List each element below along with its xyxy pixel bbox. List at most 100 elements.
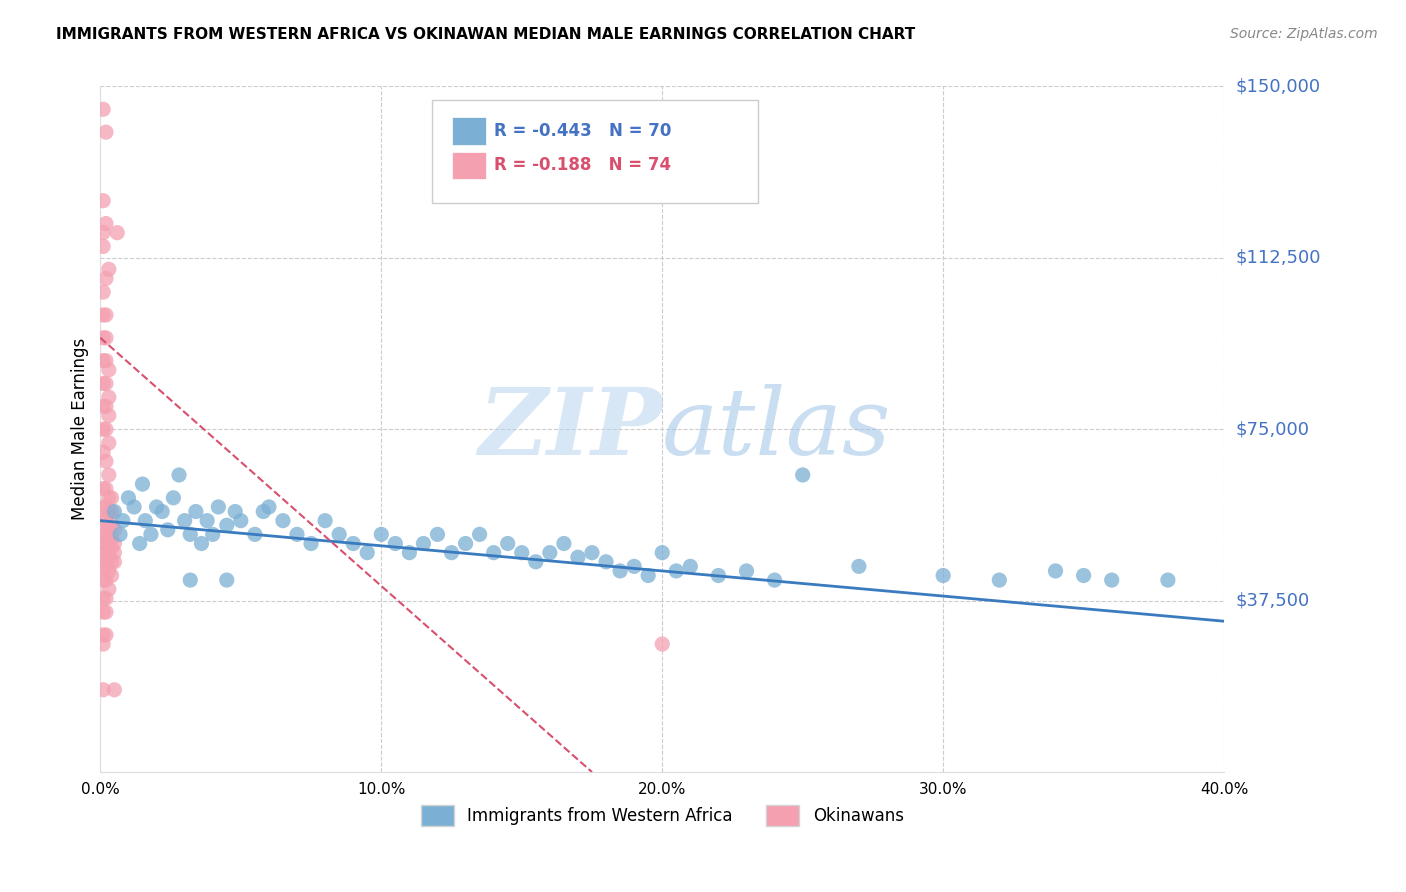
Point — [94, 514, 117, 528]
Point — [108, 527, 131, 541]
Point — [173, 514, 195, 528]
Point — [370, 527, 392, 541]
Text: ZIP: ZIP — [478, 384, 662, 475]
Point — [94, 454, 117, 468]
Point — [1073, 568, 1095, 582]
Point — [139, 527, 162, 541]
Point — [426, 527, 449, 541]
Point — [651, 637, 673, 651]
Point — [524, 555, 547, 569]
Point — [848, 559, 870, 574]
Point — [117, 491, 139, 505]
Point — [94, 591, 117, 606]
Point — [91, 226, 114, 240]
Point — [94, 550, 117, 565]
Point — [679, 559, 702, 574]
Point — [553, 536, 575, 550]
Point — [97, 582, 120, 597]
Point — [91, 285, 114, 299]
Point — [134, 514, 156, 528]
Point — [150, 504, 173, 518]
Point — [97, 491, 120, 505]
Point — [91, 500, 114, 514]
Point — [285, 527, 308, 541]
Legend: Immigrants from Western Africa, Okinawans: Immigrants from Western Africa, Okinawan… — [413, 798, 911, 832]
Point — [190, 536, 212, 550]
Text: $150,000: $150,000 — [1236, 78, 1320, 95]
Point — [97, 390, 120, 404]
Point — [103, 555, 125, 569]
Point — [454, 536, 477, 550]
Point — [103, 682, 125, 697]
Point — [97, 262, 120, 277]
Point — [763, 573, 786, 587]
Point — [94, 536, 117, 550]
Point — [111, 514, 134, 528]
Point — [103, 523, 125, 537]
Point — [91, 637, 114, 651]
Point — [224, 504, 246, 518]
Point — [271, 514, 294, 528]
Text: Source: ZipAtlas.com: Source: ZipAtlas.com — [1230, 27, 1378, 41]
Point — [91, 308, 114, 322]
Point — [103, 536, 125, 550]
Point — [179, 573, 201, 587]
Point — [94, 400, 117, 414]
Text: $37,500: $37,500 — [1236, 591, 1309, 609]
Point — [412, 536, 434, 550]
Point — [94, 482, 117, 496]
Bar — [453, 152, 486, 179]
Point — [91, 194, 114, 208]
Text: atlas: atlas — [662, 384, 891, 475]
Point — [94, 308, 117, 322]
Point — [94, 331, 117, 345]
Point — [328, 527, 350, 541]
Point — [201, 527, 224, 541]
Point — [252, 504, 274, 518]
Point — [468, 527, 491, 541]
Point — [195, 514, 218, 528]
Point — [215, 573, 238, 587]
Point — [91, 573, 114, 587]
Point — [243, 527, 266, 541]
Point — [651, 546, 673, 560]
Point — [91, 591, 114, 606]
Point — [91, 331, 114, 345]
Point — [122, 500, 145, 514]
Point — [94, 500, 117, 514]
Point — [91, 400, 114, 414]
Point — [623, 559, 645, 574]
Point — [94, 573, 117, 587]
Point — [637, 568, 659, 582]
Point — [100, 504, 122, 518]
Point — [94, 559, 117, 574]
Point — [567, 550, 589, 565]
Point — [792, 467, 814, 482]
Y-axis label: Median Male Earnings: Median Male Earnings — [72, 338, 89, 520]
Point — [94, 422, 117, 436]
Point — [91, 353, 114, 368]
Point — [342, 536, 364, 550]
Point — [1157, 573, 1180, 587]
Point — [91, 482, 114, 496]
Point — [100, 518, 122, 533]
Point — [162, 491, 184, 505]
Text: R = -0.443   N = 70: R = -0.443 N = 70 — [494, 122, 671, 140]
Point — [94, 271, 117, 285]
Point — [91, 682, 114, 697]
Point — [299, 536, 322, 550]
Text: $112,500: $112,500 — [1236, 249, 1320, 267]
Text: IMMIGRANTS FROM WESTERN AFRICA VS OKINAWAN MEDIAN MALE EARNINGS CORRELATION CHAR: IMMIGRANTS FROM WESTERN AFRICA VS OKINAW… — [56, 27, 915, 42]
Point — [665, 564, 688, 578]
Point — [97, 467, 120, 482]
Point — [207, 500, 229, 514]
Point — [94, 353, 117, 368]
Point — [91, 559, 114, 574]
Point — [97, 436, 120, 450]
Point — [707, 568, 730, 582]
Point — [91, 514, 114, 528]
Point — [100, 491, 122, 505]
Point — [97, 409, 120, 423]
Point — [131, 477, 153, 491]
Point — [932, 568, 955, 582]
